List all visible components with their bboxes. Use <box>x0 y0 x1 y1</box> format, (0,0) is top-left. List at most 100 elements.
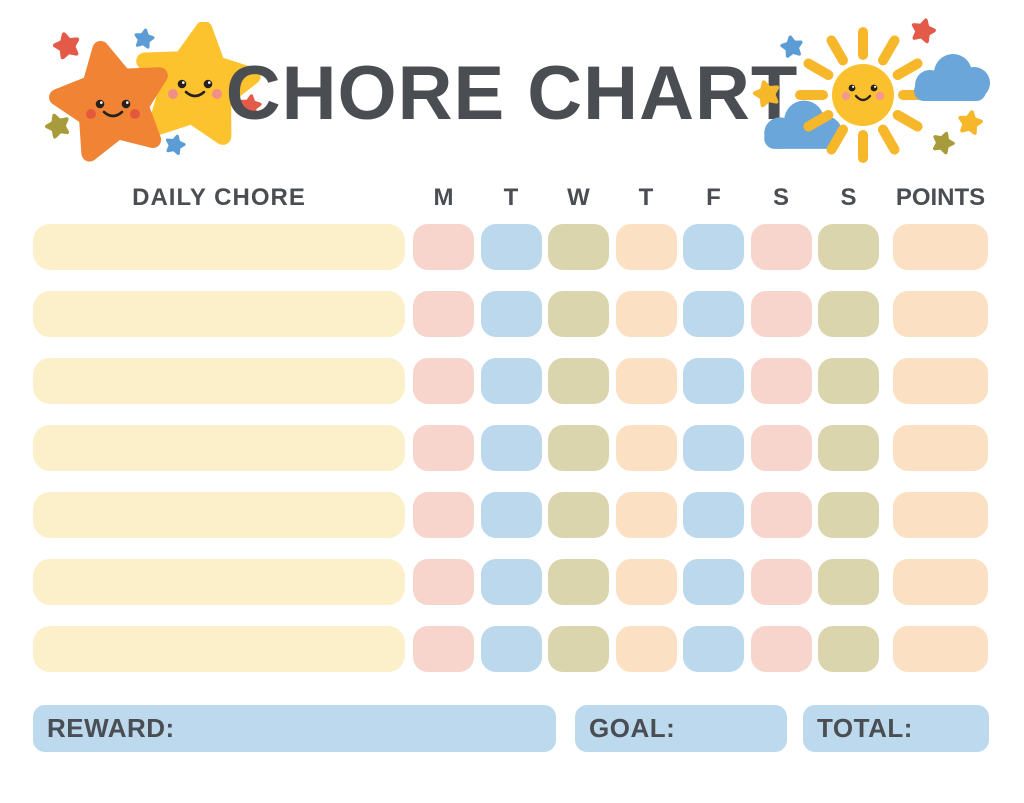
day-cell-m0[interactable] <box>413 559 474 605</box>
day-cell-s6[interactable] <box>818 291 879 337</box>
chore-name-cell[interactable] <box>33 559 405 605</box>
day-cell-t3[interactable] <box>615 559 677 605</box>
day-cell-f4[interactable] <box>683 492 744 538</box>
day-cell-t1[interactable] <box>480 626 542 672</box>
day-cell-t3[interactable] <box>615 358 677 404</box>
reward-label: REWARD: <box>47 713 175 743</box>
table-row <box>33 224 989 270</box>
day-cell-t3[interactable] <box>615 492 677 538</box>
sparkle-star-icon <box>134 29 154 48</box>
day-cell-t1[interactable] <box>480 358 542 404</box>
day-header-1: T <box>503 184 519 211</box>
day-header-3: T <box>638 184 654 211</box>
points-cell[interactable] <box>893 492 988 538</box>
daily-chore-header: DAILY CHORE <box>132 184 306 211</box>
day-cell-w2[interactable] <box>548 291 609 337</box>
points-cell[interactable] <box>893 291 988 337</box>
day-cell-t3[interactable] <box>615 425 677 471</box>
day-cell-m0[interactable] <box>413 626 474 672</box>
day-cell-f4[interactable] <box>683 425 744 471</box>
day-cell-m0[interactable] <box>413 224 474 270</box>
day-cell-t1[interactable] <box>480 224 542 270</box>
stars-decoration <box>36 22 288 174</box>
points-cell[interactable] <box>893 559 988 605</box>
chore-name-cell[interactable] <box>33 492 405 538</box>
chore-name-cell[interactable] <box>33 291 405 337</box>
day-cell-s5[interactable] <box>750 559 812 605</box>
day-cell-s5[interactable] <box>750 425 812 471</box>
day-cell-m0[interactable] <box>413 492 474 538</box>
chore-name-cell[interactable] <box>33 358 405 404</box>
page-title: CHORE CHART <box>225 51 799 136</box>
day-cell-t1[interactable] <box>480 425 542 471</box>
day-header-4: F <box>706 184 721 211</box>
day-cell-w2[interactable] <box>548 626 609 672</box>
day-cell-t3[interactable] <box>615 224 677 270</box>
day-cell-w2[interactable] <box>548 492 609 538</box>
table-row <box>33 358 989 404</box>
day-cell-f4[interactable] <box>683 224 744 270</box>
sparkle-star-icon <box>165 134 186 154</box>
chore-name-cell[interactable] <box>33 224 405 270</box>
day-cell-t1[interactable] <box>480 291 542 337</box>
points-header: POINTS <box>895 184 986 211</box>
day-cell-w2[interactable] <box>548 358 609 404</box>
points-cell[interactable] <box>893 425 988 471</box>
day-cell-f4[interactable] <box>683 291 744 337</box>
total-field[interactable]: TOTAL: <box>803 705 989 752</box>
points-cell[interactable] <box>893 224 988 270</box>
footer-row: REWARD: GOAL: TOTAL: <box>33 705 989 752</box>
day-cell-t3[interactable] <box>615 291 677 337</box>
chart-rows <box>33 224 989 672</box>
goal-label: GOAL: <box>589 713 676 743</box>
day-cell-s6[interactable] <box>818 425 879 471</box>
reward-field[interactable]: REWARD: <box>33 705 556 752</box>
yellow-star-face <box>168 79 222 99</box>
day-cell-f4[interactable] <box>683 626 744 672</box>
day-cell-w2[interactable] <box>548 559 609 605</box>
cloud-icon <box>764 100 842 149</box>
sun-rays <box>795 27 931 163</box>
table-header: DAILY CHORE M T W T F S S POINTS <box>33 184 989 212</box>
cloud-icon <box>914 54 990 101</box>
table-row <box>33 492 989 538</box>
sun-clouds-decoration <box>745 18 990 163</box>
points-cell[interactable] <box>893 358 988 404</box>
day-cell-m0[interactable] <box>413 358 474 404</box>
day-cell-s5[interactable] <box>750 224 812 270</box>
day-cell-s6[interactable] <box>818 626 879 672</box>
day-cell-w2[interactable] <box>548 425 609 471</box>
day-header-2: W <box>567 184 590 211</box>
day-cell-s5[interactable] <box>750 291 812 337</box>
day-cell-t3[interactable] <box>615 626 677 672</box>
day-cell-s6[interactable] <box>818 224 879 270</box>
day-cell-m0[interactable] <box>413 291 474 337</box>
sparkle-star-icon <box>911 18 936 42</box>
table-row <box>33 291 989 337</box>
chore-grid: DAILY CHORE M T W T F S S POINTS <box>33 184 989 693</box>
points-cell[interactable] <box>893 626 988 672</box>
day-cell-t1[interactable] <box>480 559 542 605</box>
day-cell-s5[interactable] <box>750 492 812 538</box>
sparkle-star-icon <box>931 130 955 154</box>
day-cell-w2[interactable] <box>548 224 609 270</box>
day-cell-s6[interactable] <box>818 559 879 605</box>
day-cell-s5[interactable] <box>750 626 812 672</box>
day-cell-s6[interactable] <box>818 492 879 538</box>
chore-name-cell[interactable] <box>33 626 405 672</box>
day-cell-m0[interactable] <box>413 425 474 471</box>
sparkle-star-icon <box>753 79 781 106</box>
day-cell-s5[interactable] <box>750 358 812 404</box>
day-header-6: S <box>840 184 857 211</box>
sparkle-star-icon <box>781 36 803 57</box>
day-cell-s6[interactable] <box>818 358 879 404</box>
day-cell-f4[interactable] <box>683 358 744 404</box>
day-cell-f4[interactable] <box>683 559 744 605</box>
sparkle-star-icon <box>958 110 982 133</box>
table-row <box>33 626 989 672</box>
day-cell-t1[interactable] <box>480 492 542 538</box>
chore-name-cell[interactable] <box>33 425 405 471</box>
goal-field[interactable]: GOAL: <box>575 705 787 752</box>
